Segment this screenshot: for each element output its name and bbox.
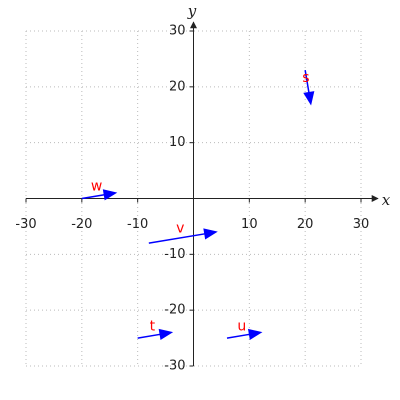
vector: t bbox=[137, 318, 174, 340]
vector: w bbox=[81, 179, 118, 201]
vector-label: w bbox=[91, 179, 102, 195]
x-axis-label: x bbox=[382, 191, 391, 209]
x-tick-label: -10 bbox=[127, 217, 148, 232]
x-tick-label: 30 bbox=[353, 217, 370, 232]
x-tick-label: 10 bbox=[241, 217, 258, 232]
vector-label: u bbox=[237, 318, 246, 334]
vector-arrow bbox=[137, 328, 174, 340]
y-tick-label: -30 bbox=[164, 359, 185, 374]
y-tick-label: 30 bbox=[169, 24, 186, 39]
x-tick-label: -30 bbox=[15, 217, 36, 232]
vector: s bbox=[302, 69, 315, 106]
x-tick-label: -20 bbox=[71, 217, 92, 232]
vector-label: t bbox=[150, 318, 156, 334]
vector-arrow bbox=[81, 189, 118, 201]
vector-label: v bbox=[176, 221, 184, 237]
y-tick-label: -10 bbox=[164, 247, 185, 262]
y-axis-label: y bbox=[187, 2, 197, 20]
vector: v bbox=[148, 221, 218, 244]
vector-label: s bbox=[302, 70, 309, 86]
y-tick-label: 10 bbox=[169, 135, 186, 150]
y-tick-label: -20 bbox=[164, 303, 185, 318]
vector-arrow bbox=[226, 328, 263, 340]
vector: u bbox=[226, 318, 263, 340]
vector-arrow bbox=[303, 69, 315, 106]
vector-arrow bbox=[148, 228, 218, 244]
x-tick-label: 20 bbox=[297, 217, 314, 232]
y-tick-label: 20 bbox=[169, 79, 186, 94]
